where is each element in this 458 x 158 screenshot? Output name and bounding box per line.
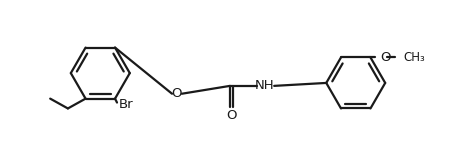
Text: NH: NH (255, 79, 274, 92)
Text: O: O (380, 51, 391, 64)
Text: O: O (226, 109, 237, 122)
Text: CH₃: CH₃ (403, 51, 425, 64)
Text: O: O (172, 87, 182, 100)
Text: Br: Br (119, 98, 134, 111)
